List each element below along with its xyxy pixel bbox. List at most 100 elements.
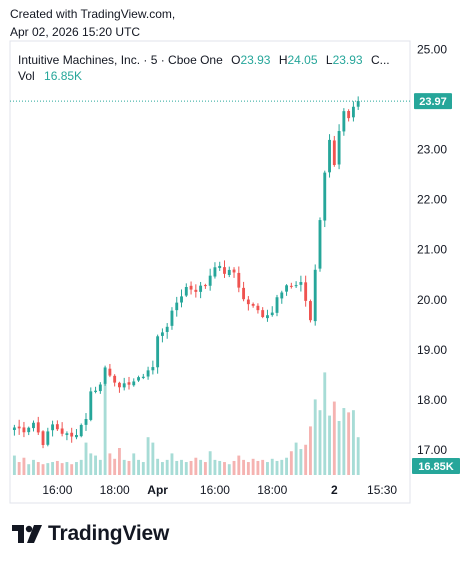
tradingview-logo-icon [12,525,42,543]
volume-bar [337,421,341,475]
volume-bar [127,460,131,475]
candle-body [22,427,26,433]
volume-bar [356,437,360,475]
legend-volume-label: Vol [18,69,35,83]
volume-bar [65,462,69,475]
legend-volume-value: 16.85K [44,69,82,83]
candle-body [84,419,88,425]
svg-text:Intuitive Machines, Inc. · 5 ·: Intuitive Machines, Inc. · 5 · Cboe One … [18,53,390,67]
candle-body [242,287,246,300]
candle-body [309,301,312,321]
candle-body [189,285,193,290]
volume-bar [242,459,246,475]
price-tick-label: 23.00 [417,143,447,157]
volume-bar [170,453,174,475]
volume-bar [79,459,83,475]
candle-body [141,376,145,378]
volume-bar [342,408,346,475]
price-tick-label: 21.00 [417,243,447,257]
svg-text:Vol 16.85K: Vol 16.85K [18,69,82,83]
time-tick-label: 15:30 [367,483,397,497]
candle-body [132,381,136,386]
volume-bar [55,460,59,475]
volume-bar [309,426,312,475]
volume-bar [51,462,55,475]
candle-body [337,131,341,165]
volume-bar [328,415,331,475]
volume-bar [332,401,336,475]
volume-bar [180,459,183,475]
volume-bar [137,459,140,475]
volume-bar [132,453,136,475]
price-chart[interactable]: 25.0024.0023.0022.0021.0020.0019.0018.00… [0,0,476,510]
volume-bar [108,453,112,475]
candle-body [113,375,117,383]
candle-body [156,336,160,368]
candlesticks [12,96,360,449]
time-tick-label: Apr [147,483,168,497]
volume-bar [17,462,21,475]
volume-bar [36,462,40,475]
created-with-text: Created with TradingView.com, [10,7,176,21]
volume-bar [194,457,198,475]
volume-bar [122,459,126,475]
candle-body [289,285,293,287]
candle-body [232,269,236,273]
last-price-badge: 23.97 [414,93,452,110]
time-tick-label: 16:00 [200,483,230,497]
volume-bars [12,372,360,475]
candle-body [137,377,140,381]
candle-body [32,422,35,429]
candle-body [65,433,69,435]
legend-low-value: 23.93 [333,53,363,67]
candle-body [304,282,308,301]
candle-body [208,275,212,286]
time-tick-label: 2 [331,483,338,497]
volume-bar [41,464,45,475]
candle-body [280,292,284,299]
candle-body [227,269,231,275]
tradingview-logo[interactable]: TradingView [12,520,169,548]
volume-bar [280,459,284,475]
last-volume-label: 16.85K [418,461,454,473]
chart-legend: Intuitive Machines, Inc. · 5 · Cboe One … [18,53,390,83]
candle-body [213,267,217,277]
volume-bar [75,462,78,475]
volume-bar [246,462,250,475]
volume-bar [98,459,102,475]
candle-body [60,428,64,434]
volume-bar [12,455,16,475]
volume-bar [270,458,274,475]
candle-body [328,139,331,173]
candle-body [285,285,288,292]
volume-bar [146,437,150,475]
legend-high-label: H [279,53,288,67]
volume-bar [213,459,217,475]
candle-body [160,332,164,336]
candle-body [122,383,126,388]
legend-close-label: C... [371,53,390,67]
volume-bar [318,410,322,475]
time-tick-label: 18:00 [257,483,287,497]
candle-body [94,390,97,392]
candle-body [36,422,40,433]
candle-body [98,384,102,392]
legend-symbol: Intuitive Machines, Inc. · 5 · Cboe One [18,53,223,67]
candle-body [251,303,255,306]
volume-bar [285,457,288,475]
volume-bar [323,372,327,475]
price-tick-label: 19.00 [417,343,447,357]
volume-bar [160,462,164,475]
candle-body [270,312,274,316]
candle-body [170,310,174,326]
price-tick-label: 22.00 [417,193,447,207]
candle-body [347,110,351,119]
candle-body [294,285,298,287]
volume-bar [189,460,193,475]
candle-body [223,267,226,274]
volume-bar [223,462,226,475]
legend-open-label: O [231,53,240,67]
time-axis[interactable]: 16:00 18:00 Apr 16:00 18:00 2 15:30 [42,483,397,497]
candle-body [256,305,260,311]
volume-bar [237,455,241,475]
